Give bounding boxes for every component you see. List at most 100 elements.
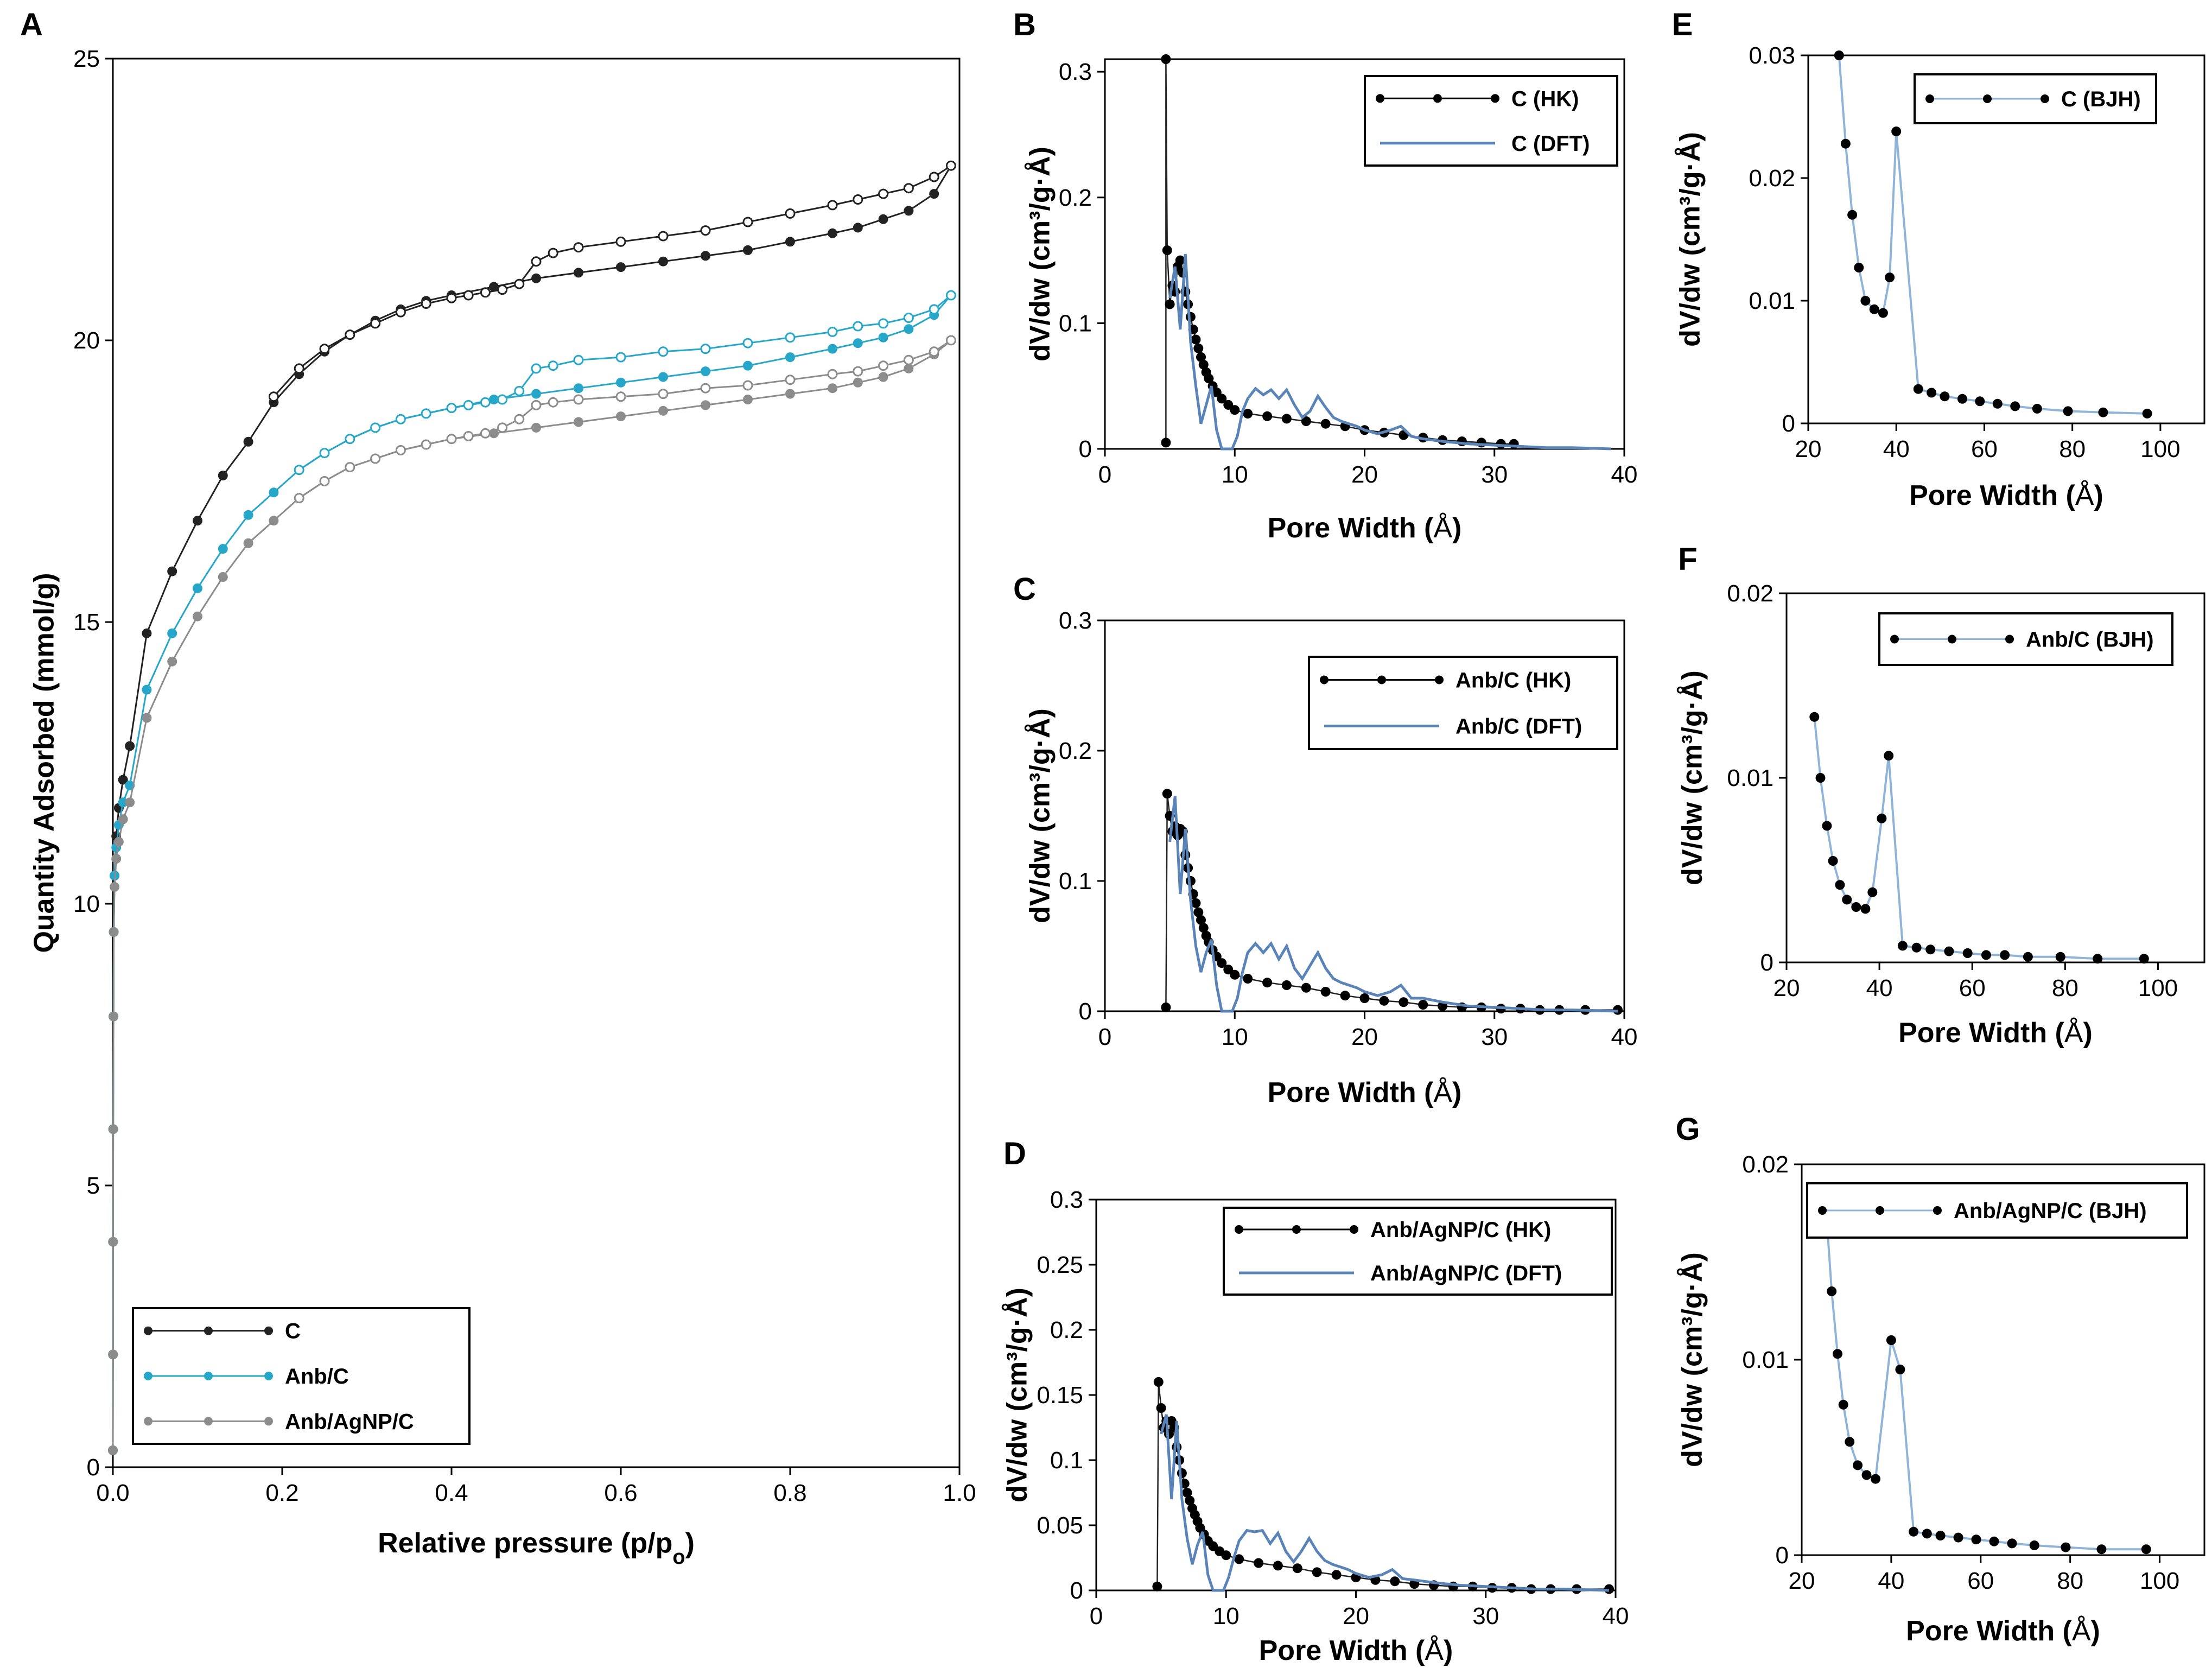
desorption-point bbox=[395, 445, 406, 455]
bjh-point bbox=[1867, 887, 1878, 897]
adsorption-point bbox=[118, 797, 128, 808]
adsorption-point bbox=[743, 245, 753, 255]
y-tick-label: 0.2 bbox=[1059, 185, 1092, 211]
series-anb-c-bjh- bbox=[1809, 712, 2149, 964]
bjh-point bbox=[1992, 398, 2003, 409]
legend-item: C (HK) bbox=[1376, 87, 1579, 111]
desorption-point bbox=[853, 194, 863, 205]
legend-swatch-marker bbox=[2005, 635, 2014, 644]
x-tick-label: 0 bbox=[1090, 1603, 1103, 1629]
y-tick-label: 0.25 bbox=[1037, 1252, 1083, 1278]
series-anb-agnp-c-bjh- bbox=[1821, 1208, 2151, 1555]
bjh-point bbox=[2093, 954, 2103, 964]
desorption-point bbox=[615, 391, 626, 402]
desorption-point bbox=[903, 313, 914, 323]
bjh-point bbox=[1834, 50, 1844, 60]
legend: Anb/AgNP/C (HK) Anb/AgNP/C (DFT) bbox=[1223, 1207, 1613, 1296]
y-tick-label: 10 bbox=[73, 891, 100, 917]
y-tick-label: 25 bbox=[73, 46, 100, 72]
bjh-point bbox=[1835, 880, 1845, 890]
legend: Anb/AgNP/C (BJH) bbox=[1806, 1182, 2188, 1239]
bjh-point bbox=[1911, 942, 1922, 953]
panel-D: D 0 10 20 30 40 0 0.05 0.1 0.15 0.2 0.25 0.3 Pore Wid… bbox=[1002, 1136, 1629, 1666]
bjh-point bbox=[1962, 948, 1973, 958]
adsorption-point bbox=[785, 389, 795, 399]
adsorption-point bbox=[125, 797, 135, 808]
adsorption-point bbox=[531, 422, 541, 433]
legend-label: C bbox=[285, 1320, 301, 1343]
hk-point bbox=[1185, 1495, 1195, 1506]
legend-label: Anb/AgNP/C (BJH) bbox=[1954, 1199, 2147, 1223]
legend-item: Anb/C (HK) bbox=[1320, 669, 1571, 693]
x-axis-title: Pore Width (Å) bbox=[1906, 1615, 2100, 1647]
x-axis-title-text: Relative pressure (p/p bbox=[378, 1527, 672, 1559]
legend-label: Anb/AgNP/C (DFT) bbox=[1370, 1261, 1562, 1285]
legend-swatch-marker bbox=[1933, 1206, 1942, 1215]
bjh-point bbox=[1871, 1474, 1880, 1484]
x-tick-label: 10 bbox=[1222, 1024, 1248, 1050]
legend-item: Anb/C (DFT) bbox=[1324, 715, 1582, 739]
x-tick-label: 100 bbox=[2138, 975, 2178, 1001]
bjh-point bbox=[2023, 952, 2033, 962]
bjh-point bbox=[1886, 1335, 1896, 1345]
desorption-point bbox=[548, 397, 558, 408]
adsorption-point bbox=[108, 1445, 118, 1455]
hk-point bbox=[1243, 409, 1253, 419]
bjh-point bbox=[2061, 1542, 2071, 1552]
series-c-bjh- bbox=[1834, 50, 2152, 418]
bjh-point bbox=[2032, 403, 2042, 414]
adsorption-point bbox=[269, 487, 279, 498]
adsorption-point bbox=[111, 854, 122, 864]
panel-G: G 20 40 60 80 100 0 0.01 0.02 Pore Width (Å) dV/dw… bbox=[1675, 1112, 2205, 1647]
desorption-point bbox=[497, 284, 508, 295]
x-axis-title-close: ) bbox=[1444, 1635, 1453, 1666]
x-tick-label: 0.6 bbox=[604, 1480, 637, 1506]
adsorption-point bbox=[785, 352, 795, 363]
bjh-point bbox=[1840, 138, 1851, 149]
desorption-point bbox=[463, 400, 474, 410]
adsorption-point bbox=[113, 836, 124, 847]
y-tick-label: 0 bbox=[1776, 1542, 1789, 1569]
legend-label: C (BJH) bbox=[2061, 87, 2141, 111]
hk-point bbox=[1191, 334, 1201, 345]
y-axis-title: Quantity Adsorbed (mmol/g) bbox=[29, 573, 60, 953]
hk-point bbox=[1230, 969, 1240, 980]
legend-box bbox=[1364, 75, 1618, 167]
desorption-point bbox=[514, 414, 525, 424]
hk-point bbox=[1234, 1554, 1244, 1564]
dft-line bbox=[1168, 796, 1618, 1013]
y-tick-label: 0.2 bbox=[1050, 1317, 1083, 1343]
x-axis-title-unit: Å bbox=[1425, 1635, 1444, 1666]
adsorption-point bbox=[142, 713, 152, 723]
bjh-point bbox=[1895, 1365, 1905, 1374]
x-tick-label: 0.2 bbox=[265, 1480, 298, 1506]
legend-box bbox=[1308, 656, 1618, 750]
x-axis-title-unit: Å bbox=[1433, 1077, 1452, 1108]
y-tick-label: 0.05 bbox=[1037, 1512, 1083, 1539]
adsorption-point bbox=[878, 332, 888, 343]
hk-point bbox=[1162, 245, 1172, 256]
desorption-line bbox=[273, 164, 952, 397]
bjh-point bbox=[1981, 950, 1991, 960]
legend-swatch-marker bbox=[264, 1326, 273, 1335]
bjh-point bbox=[1853, 1460, 1863, 1470]
x-tick-label: 0.4 bbox=[435, 1480, 468, 1506]
adsorption-point bbox=[142, 684, 152, 695]
legend-swatch-marker bbox=[1948, 635, 1956, 644]
hk-point bbox=[1243, 974, 1253, 984]
desorption-point bbox=[785, 375, 796, 385]
adsorption-point bbox=[118, 814, 128, 825]
desorption-point bbox=[548, 248, 558, 258]
hk-point bbox=[1161, 1002, 1171, 1012]
y-tick-label: 0.2 bbox=[1059, 738, 1092, 764]
x-axis-title-text: Pore Width ( bbox=[1259, 1635, 1425, 1666]
legend-swatch-marker bbox=[204, 1326, 213, 1335]
y-tick-label: 0.3 bbox=[1050, 1187, 1083, 1213]
x-tick-label: 40 bbox=[1603, 1603, 1629, 1629]
legend-label: Anb/C bbox=[285, 1365, 349, 1388]
hk-point bbox=[1196, 915, 1206, 925]
bjh-point bbox=[1922, 1529, 1932, 1539]
x-axis-title: Pore Width (Å) bbox=[1268, 512, 1462, 544]
bjh-point bbox=[2010, 401, 2020, 411]
legend-swatch-marker bbox=[1433, 94, 1442, 103]
